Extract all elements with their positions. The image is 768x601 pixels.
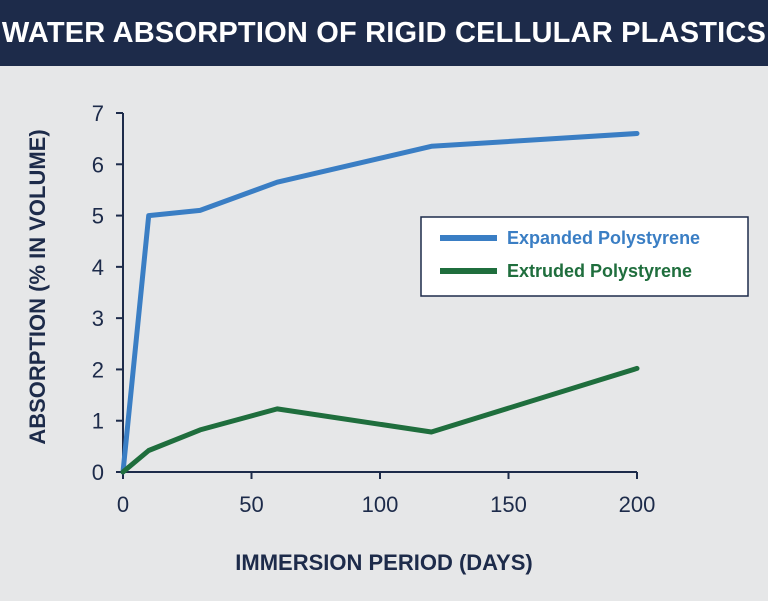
tick-labels: 0 1 2 3 4 5 6 7 0 50 100 150 200: [92, 101, 656, 517]
x-tick-label: 50: [239, 492, 263, 517]
chart-title-banner: WATER ABSORPTION OF RIGID CELLULAR PLAST…: [0, 0, 768, 66]
legend-entry: Expanded Polystyrene: [507, 228, 700, 248]
chart-axes: [116, 112, 638, 479]
series-lines: [120, 131, 640, 475]
legend: Expanded Polystyrene Extruded Polystyrene: [420, 216, 749, 297]
y-axis-title: ABSORPTION (% IN VOLUME): [25, 129, 50, 444]
x-axis-title: IMMERSION PERIOD (DAYS): [235, 550, 532, 575]
legend-box: [420, 216, 749, 297]
y-tick-label: 4: [92, 255, 104, 280]
y-tick-label: 2: [92, 357, 104, 382]
x-tick-label: 150: [490, 492, 527, 517]
y-tick-label: 0: [92, 460, 104, 485]
x-tick-label: 0: [117, 492, 129, 517]
chart-title: WATER ABSORPTION OF RIGID CELLULAR PLAST…: [1, 16, 767, 49]
legend-entry: Extruded Polystyrene: [507, 261, 692, 281]
x-tick-label: 100: [362, 492, 399, 517]
series-line-extruded-polystyrene: [120, 365, 640, 475]
y-tick-label: 5: [92, 204, 104, 229]
series-line-expanded-polystyrene: [120, 131, 640, 475]
y-tick-label: 1: [92, 409, 104, 434]
y-tick-label: 6: [92, 152, 104, 177]
y-tick-label: 3: [92, 306, 104, 331]
x-tick-label: 200: [619, 492, 656, 517]
y-tick-label: 7: [92, 101, 104, 126]
